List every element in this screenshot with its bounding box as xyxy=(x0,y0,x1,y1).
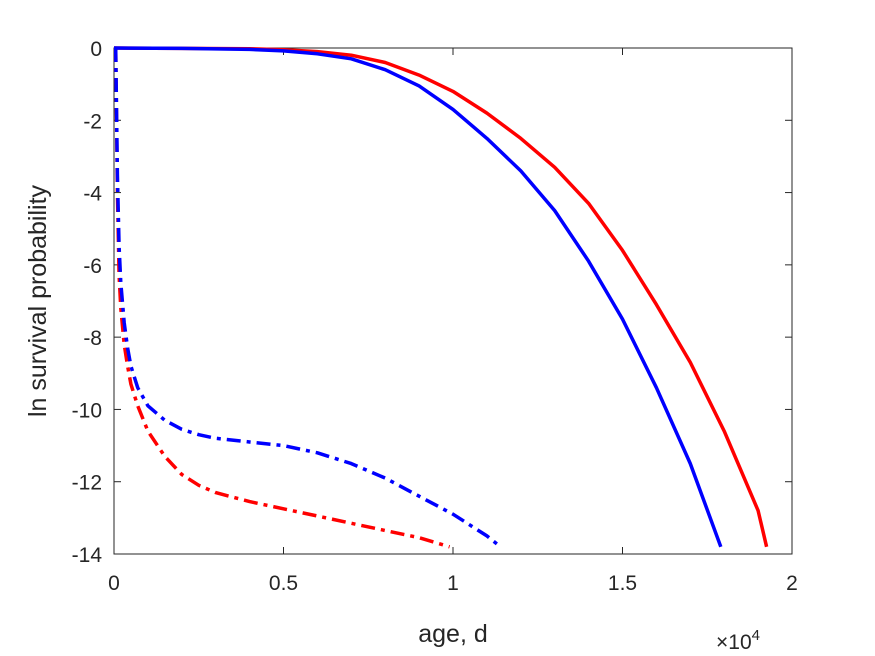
y-tick-label: -14 xyxy=(72,544,103,567)
x-axis-ticks: 0 0.5 1 1.5 2 xyxy=(108,48,798,595)
dashdot-series-line-4 xyxy=(113,47,502,549)
y-tick-label: -6 xyxy=(83,255,102,278)
x-axis-title: age, d xyxy=(418,620,488,648)
solid-series-line-2 xyxy=(113,46,723,548)
y-tick-label: -2 xyxy=(83,110,102,133)
y-tick-label: -8 xyxy=(83,327,102,350)
series-layer xyxy=(113,46,769,549)
x-tick-label: 2 xyxy=(786,572,798,595)
y-tick-label: 0 xyxy=(90,38,102,61)
x-tick-label: 1 xyxy=(447,572,459,595)
y-tick-label: -10 xyxy=(72,399,102,422)
x-multiplier-base: ×10 xyxy=(716,631,752,654)
x-tick-label: 0 xyxy=(108,572,120,595)
x-multiplier-label: ×104 xyxy=(716,627,760,654)
x-tick-label: 0.5 xyxy=(269,572,298,595)
x-tick-label: 1.5 xyxy=(608,572,637,595)
plot-area xyxy=(113,47,793,555)
x-multiplier-exponent: 4 xyxy=(752,627,760,644)
y-axis-ticks: 0 -2 -4 -6 -8 -10 -12 -14 xyxy=(72,38,792,567)
dashdot-series-line-3 xyxy=(113,47,451,549)
y-axis-title: ln survival probability xyxy=(24,184,52,417)
y-tick-label: -12 xyxy=(72,472,102,495)
y-tick-label: -4 xyxy=(83,183,102,206)
